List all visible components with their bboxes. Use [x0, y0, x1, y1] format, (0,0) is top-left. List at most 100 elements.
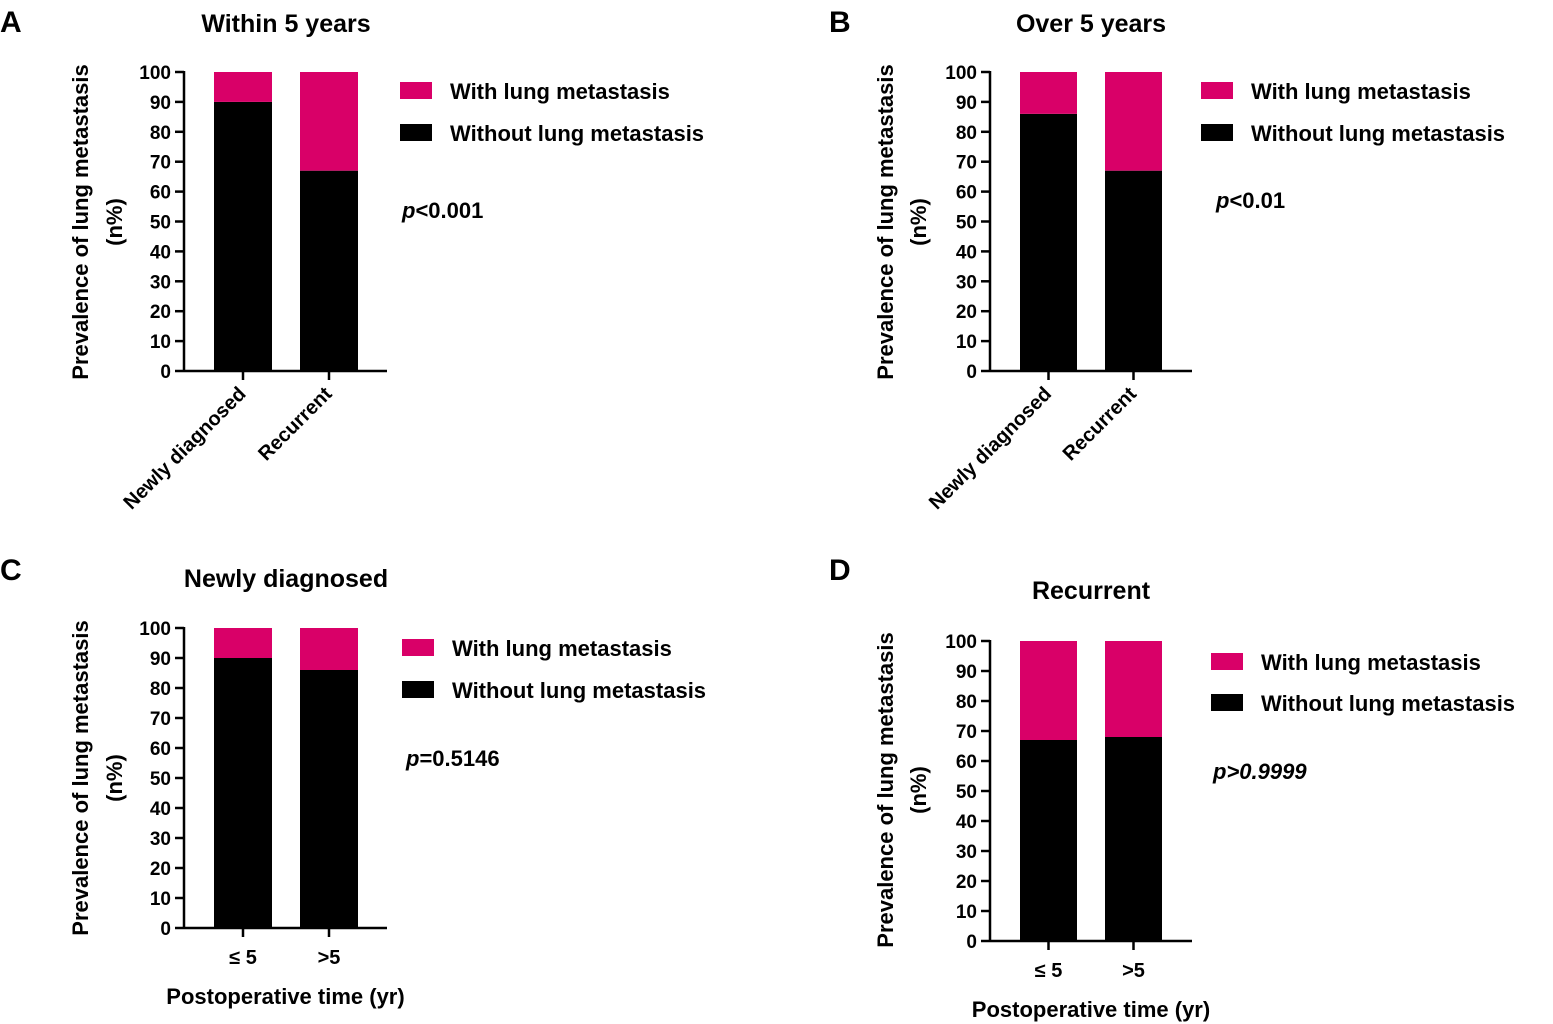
y-tick-label: 50 — [150, 213, 171, 234]
x-category-label: >5 — [1122, 960, 1145, 982]
y-tick-label: 90 — [150, 93, 171, 114]
bar-without-2 — [1105, 170, 1162, 371]
x-category-label: >5 — [318, 947, 341, 969]
legend-swatch-without — [402, 681, 434, 698]
x-axis-label: Postoperative time (yr) — [166, 984, 404, 1009]
y-tick-label: 0 — [966, 362, 977, 383]
y-tick-label: 90 — [956, 662, 977, 683]
legend-swatch-without — [400, 124, 432, 141]
p-value-prefix: p — [405, 746, 419, 771]
y-tick-label: 20 — [956, 872, 977, 893]
p-value-annotation: p>0.9999 — [1212, 759, 1307, 784]
y-tick-label: 0 — [160, 362, 171, 383]
x-category-label: Newly diagnosed — [925, 383, 1056, 514]
bar-with-2 — [300, 628, 358, 670]
y-tick-label: 40 — [956, 242, 977, 263]
y-axis-label-unit: (n%) — [102, 198, 127, 246]
y-axis-label: Prevalence of lung metastasis — [68, 64, 93, 379]
y-tick-label: 60 — [150, 183, 171, 204]
y-tick-label: 60 — [150, 739, 171, 760]
x-category-label: ≤ 5 — [1035, 960, 1063, 982]
y-tick-label: 90 — [956, 93, 977, 114]
y-tick-label: 50 — [956, 782, 977, 803]
p-value: <0.01 — [1229, 188, 1285, 213]
legend-label-with: With lung metastasis — [1251, 79, 1471, 104]
y-tick-label: 30 — [150, 272, 171, 293]
p-value-prefix: p — [401, 198, 415, 223]
y-tick-label: 100 — [139, 63, 171, 84]
y-tick-label: 40 — [956, 812, 977, 833]
p-value: >0.9999 — [1226, 759, 1307, 784]
legend-swatch-with — [402, 639, 434, 656]
panel-letter: D — [829, 554, 851, 587]
y-axis-label: Prevalence of lung metastasis — [873, 64, 898, 379]
p-value: <0.001 — [415, 198, 483, 223]
y-tick-label: 80 — [150, 679, 171, 700]
y-tick-label: 60 — [956, 183, 977, 204]
legend-label-without: Without lung metastasis — [1261, 691, 1515, 716]
chart-title: Newly diagnosed — [184, 565, 388, 593]
bar-without-1 — [1020, 113, 1077, 372]
bar-without-2 — [300, 670, 358, 928]
y-tick-label: 50 — [150, 769, 171, 790]
y-tick-label: 20 — [150, 859, 171, 880]
p-value-prefix: p — [1212, 759, 1226, 784]
legend-swatch-with — [400, 82, 432, 99]
legend-label-with: With lung metastasis — [450, 79, 670, 104]
y-tick-label: 100 — [945, 63, 977, 84]
panel-c: C Newly diagnosed Prevalence of lung metas… — [0, 554, 706, 1009]
p-value: =0.5146 — [419, 746, 499, 771]
bar-with-1 — [214, 72, 272, 102]
bar-without-1 — [214, 101, 272, 372]
y-tick-label: 0 — [966, 932, 977, 953]
y-tick-label: 70 — [956, 153, 977, 174]
p-value-prefix: p — [1215, 188, 1229, 213]
panel-letter: A — [0, 6, 22, 39]
bar-with-1 — [1020, 72, 1077, 114]
y-tick-label: 10 — [956, 902, 977, 923]
y-tick-label: 80 — [956, 692, 977, 713]
y-axis-label: Prevalence of lung metastasis — [68, 620, 93, 935]
p-value-annotation: p=0.5146 — [405, 746, 500, 771]
bar-with-2 — [1105, 641, 1162, 737]
panel-letter: B — [829, 6, 851, 39]
y-tick-label: 60 — [956, 752, 977, 773]
y-tick-label: 30 — [150, 829, 171, 850]
y-tick-label: 70 — [150, 153, 171, 174]
x-category-label: Newly diagnosed — [119, 383, 250, 514]
y-tick-label: 20 — [956, 302, 977, 323]
x-category-label: ≤ 5 — [229, 947, 257, 969]
panel-d: D Recurrent Prevalence of lung metastasis (… — [829, 554, 1515, 1022]
x-axis-label: Postoperative time (yr) — [972, 997, 1210, 1022]
legend-label-without: Without lung metastasis — [452, 678, 706, 703]
y-tick-label: 100 — [945, 632, 977, 653]
panel-a: A Within 5 years Prevalence of lung metast… — [0, 6, 704, 514]
legend-label-with: With lung metastasis — [452, 636, 672, 661]
bar-with-1 — [1020, 641, 1077, 740]
y-tick-label: 10 — [956, 332, 977, 353]
legend-swatch-without — [1211, 694, 1243, 711]
bar-with-1 — [214, 628, 272, 658]
y-tick-label: 10 — [150, 332, 171, 353]
y-axis-label: Prevalence of lung metastasis — [873, 632, 898, 947]
x-category-label: Recurrent — [254, 383, 337, 466]
y-tick-label: 70 — [956, 722, 977, 743]
y-tick-label: 10 — [150, 889, 171, 910]
y-tick-label: 80 — [150, 123, 171, 144]
chart-title: Within 5 years — [201, 10, 370, 38]
legend-swatch-without — [1201, 124, 1233, 141]
chart-title: Over 5 years — [1016, 10, 1166, 38]
y-tick-label: 80 — [956, 123, 977, 144]
y-tick-label: 0 — [160, 919, 171, 940]
bar-without-1 — [1020, 740, 1077, 941]
y-tick-label: 70 — [150, 709, 171, 730]
bar-with-2 — [1105, 72, 1162, 171]
bar-without-2 — [1105, 737, 1162, 941]
legend-label-without: Without lung metastasis — [450, 121, 704, 146]
y-tick-label: 100 — [139, 619, 171, 640]
p-value-annotation: p<0.001 — [401, 198, 483, 223]
y-tick-label: 40 — [150, 799, 171, 820]
y-tick-label: 20 — [150, 302, 171, 323]
legend-label-with: With lung metastasis — [1261, 650, 1481, 675]
